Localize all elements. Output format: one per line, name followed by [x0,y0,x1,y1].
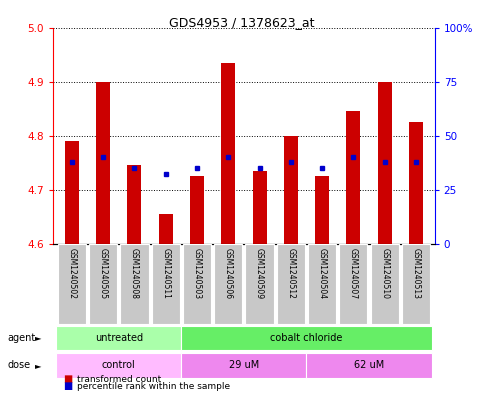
Bar [159,214,173,244]
Bar [96,81,110,244]
Bar [128,165,142,244]
Bar [221,62,235,244]
Bar [56,325,181,351]
Text: 29 uM: 29 uM [229,360,259,371]
Bar [315,176,329,244]
Bar [340,244,368,324]
Bar [307,353,432,378]
Text: GSM1240506: GSM1240506 [224,248,233,299]
Text: percentile rank within the sample: percentile rank within the sample [77,382,230,391]
Text: GSM1240503: GSM1240503 [193,248,201,299]
Text: GSM1240512: GSM1240512 [286,248,295,299]
Text: GDS4953 / 1378623_at: GDS4953 / 1378623_at [169,16,314,29]
Text: GSM1240510: GSM1240510 [380,248,389,299]
Bar [214,244,242,324]
Bar [308,244,336,324]
Text: ■: ■ [63,381,72,391]
Text: cobalt chloride: cobalt chloride [270,333,342,343]
Bar [370,244,399,324]
Text: GSM1240508: GSM1240508 [130,248,139,299]
Bar [181,353,307,378]
Text: ►: ► [35,361,41,370]
Text: agent: agent [7,333,35,343]
Bar [378,81,392,244]
Text: transformed count: transformed count [77,375,161,384]
Bar [277,244,305,324]
Bar [65,141,79,244]
Text: GSM1240509: GSM1240509 [255,248,264,299]
Bar [58,244,86,324]
Bar [181,325,432,351]
Text: dose: dose [7,360,30,371]
Bar [120,244,149,324]
Text: ►: ► [35,334,41,342]
Text: untreated: untreated [95,333,143,343]
Text: GSM1240505: GSM1240505 [99,248,108,299]
Bar [245,244,274,324]
Bar [183,244,211,324]
Text: GSM1240502: GSM1240502 [68,248,76,299]
Bar [409,122,423,244]
Bar [284,136,298,244]
Text: GSM1240504: GSM1240504 [318,248,327,299]
Text: GSM1240513: GSM1240513 [412,248,420,299]
Text: control: control [102,360,136,371]
Text: GSM1240507: GSM1240507 [349,248,358,299]
Bar [56,353,181,378]
Bar [152,244,180,324]
Text: GSM1240511: GSM1240511 [161,248,170,299]
Bar [402,244,430,324]
Bar [89,244,117,324]
Bar [346,111,360,244]
Text: ■: ■ [63,375,72,384]
Bar [190,176,204,244]
Text: 62 uM: 62 uM [354,360,384,371]
Bar [253,171,267,244]
